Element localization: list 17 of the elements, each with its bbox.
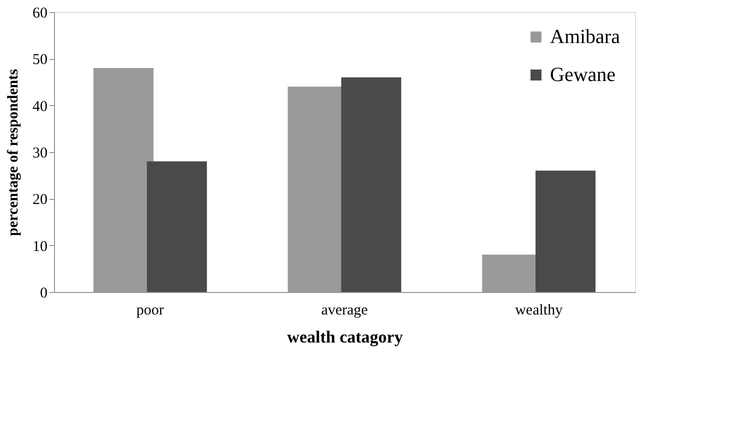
x-tick-label: poor xyxy=(136,302,164,318)
legend-label: Gewane xyxy=(550,64,616,86)
bar xyxy=(146,161,207,292)
bar xyxy=(536,170,596,292)
y-tick-label: 30 xyxy=(32,146,48,162)
y-axis-title: percentage of respondents xyxy=(6,68,22,236)
y-tick-label: 40 xyxy=(32,98,48,115)
y-tick-label: 20 xyxy=(32,192,48,208)
y-tick-label: 0 xyxy=(40,286,48,302)
y-tick-label: 60 xyxy=(32,6,48,22)
x-axis-title: wealth catagory xyxy=(287,328,404,346)
bar xyxy=(341,77,402,292)
y-tick-label: 10 xyxy=(32,238,48,255)
x-tick-label: average xyxy=(321,302,368,318)
y-tick-label: 50 xyxy=(32,52,48,68)
x-tick-label: wealthy xyxy=(515,302,564,318)
legend-label: Amibara xyxy=(550,26,620,48)
